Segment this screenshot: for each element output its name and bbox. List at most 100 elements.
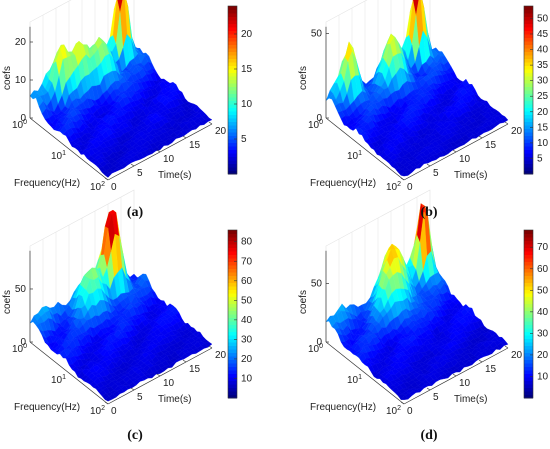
colorbar-segment [524,146,533,150]
colorbar-segment [524,13,533,17]
time-axis-label: Time(s) [454,170,488,181]
colorbar-segment [228,377,237,381]
colorbar-segment [228,163,237,168]
colorbar-segment [524,86,533,91]
colorbar-tick-label: 30 [241,334,253,345]
colorbar-segment [524,324,533,329]
colorbar-segment [524,170,533,175]
colorbar-segment [524,233,533,238]
frequency-tick-label: 102 [386,405,401,417]
colorbar-segment [228,244,237,248]
colorbar-segment [524,359,533,364]
frequency-tick-label: 101 [51,374,66,386]
colorbar-segment [524,55,533,59]
colorbar-segment [228,9,237,14]
z-tick-label: 50 [311,279,323,290]
colorbar-segment [524,93,533,98]
colorbar-segment [524,338,533,343]
colorbar-segment [524,121,533,126]
colorbar-segment [228,366,237,371]
colorbar-segment [228,69,237,73]
colorbar-segment [228,230,237,234]
colorbar-segment [228,37,237,42]
colorbar-segment [228,100,237,105]
caption-a: (a) [126,205,144,220]
colorbar-segment [228,352,237,357]
colorbar-segment [524,37,533,42]
colorbar-segment [524,107,533,112]
colorbar-segment [524,310,533,315]
colorbar-segment [228,93,237,98]
colorbar-segment [228,342,237,346]
frequency-axis [29,117,109,181]
time-tick [426,163,431,167]
colorbar-segment [524,153,533,157]
colorbar-segment [228,146,237,150]
colorbar-segment [524,100,533,105]
colorbar-tick-label: 50 [537,13,549,24]
colorbar-segment [228,268,237,273]
colorbar-segment [228,58,237,63]
time-tick-label: 10 [459,154,471,165]
colorbar-segment [524,391,533,395]
surface-panel-b: 0 50 coefs 100 101 102 Frequency(Hz) 0 5 10 15 20 Ti… [298,0,549,193]
colorbar-tick-label: 45 [537,29,549,40]
colorbar-segment [228,356,237,360]
colorbar-segment [524,139,533,143]
colorbar-segment [228,139,237,143]
colorbar-segment [228,160,237,164]
colorbar-segment [228,391,237,395]
time-tick [452,373,457,377]
colorbar-tick-label: 20 [537,107,549,118]
time-axis-label: Time(s) [158,170,192,181]
colorbar-segment [524,142,533,147]
surface-mesh [325,203,509,400]
colorbar-segment [228,233,237,238]
colorbar-segment [524,349,533,353]
time-tick [104,177,109,181]
z-tick-label: 0 [316,113,322,124]
colorbar-segment [524,303,533,308]
colorbar-segment [524,275,533,280]
time-tick-label: 15 [189,364,201,375]
surface-mesh [29,209,213,402]
time-tick [182,359,187,363]
colorbar-segment [228,34,237,38]
z-axis-label: coefs [2,290,13,314]
time-tick-label: 5 [137,392,143,403]
colorbar-segment [524,48,533,52]
colorbar-segment [228,114,237,119]
colorbar-tick-label: 35 [537,60,549,71]
time-tick [130,387,135,391]
colorbar-segment [524,83,533,87]
colorbar-segment [524,167,533,171]
colorbar-segment [524,352,533,357]
time-tick [208,121,213,125]
colorbar-segment [228,349,237,353]
colorbar-tick-label: 50 [241,295,253,306]
colorbar-segment [228,314,237,318]
frequency-axis-label: Frequency(Hz) [310,178,376,189]
colorbar-segment [524,317,533,322]
colorbar-segment [524,345,533,350]
colorbar-segment [228,121,237,126]
frequency-axis-label: Frequency(Hz) [14,178,80,189]
colorbar-segment [524,156,533,161]
colorbar-segment [524,293,533,297]
colorbar-segment [524,132,533,136]
colorbar-segment [228,23,237,28]
colorbar-segment [524,265,533,269]
colorbar-segment [524,97,533,101]
colorbar-tick-label: 40 [537,307,549,318]
time-axis-label: Time(s) [158,394,192,405]
colorbar-segment [228,275,237,280]
time-tick [208,345,213,349]
colorbar-segment [524,356,533,360]
colorbar-segment [524,44,533,49]
time-tick [400,401,405,405]
z-axis-label: coefs [298,66,309,90]
colorbar-segment [228,170,237,175]
z-tick-label: 20 [15,37,27,48]
time-tick-label: 5 [433,168,439,179]
colorbar-segment [524,6,533,10]
